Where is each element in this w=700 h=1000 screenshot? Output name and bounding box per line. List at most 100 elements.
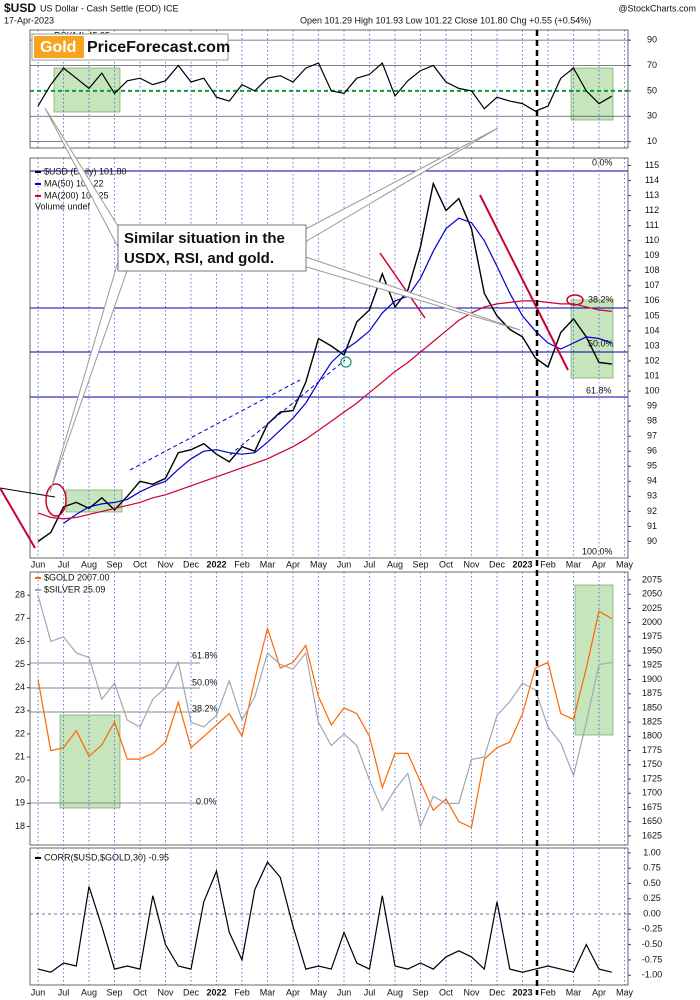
y-tick-label: 103 (644, 340, 659, 350)
x-tick-label: Jul (364, 987, 376, 997)
y-tick-label: 26 (15, 636, 25, 646)
legend-label: CORR($USD,$GOLD,30) -0.95 (44, 852, 169, 862)
x-tick-label: Jun (337, 987, 352, 997)
x-tick-label: Nov (463, 559, 480, 569)
y-tick-label: 18 (15, 821, 25, 831)
x-tick-label: Jun (337, 559, 352, 569)
volume-label: Volume undef (35, 201, 91, 211)
x-tick-label: 2023 (512, 559, 532, 569)
y-tick-label: 0.25 (643, 893, 661, 903)
y2-tick-label: 1900 (642, 674, 662, 684)
y-tick-label: 10 (647, 136, 657, 146)
y-tick-label: 94 (647, 476, 657, 486)
y-tick-label: 109 (644, 250, 659, 260)
y-tick-label: 115 (645, 160, 659, 170)
series-line (63, 217, 612, 524)
fib-label: 50.0% (588, 338, 614, 348)
y-tick-label: 98 (647, 416, 657, 426)
x-tick-label: Oct (439, 559, 454, 569)
y-tick-label: 111 (645, 220, 659, 230)
annotation: USDX, RSI, and gold. (124, 250, 274, 267)
x-tick-label: Apr (592, 987, 606, 997)
x-tick-label: Jul (58, 987, 70, 997)
legend-label: MA(50) 103.22 (44, 178, 104, 188)
x-tick-label: Sep (106, 559, 122, 569)
y-tick-label: 99 (647, 400, 657, 410)
y-tick-label: 21 (15, 751, 25, 761)
x-tick-label: Feb (234, 987, 250, 997)
x-tick-label: Aug (387, 559, 403, 569)
x-tick-label: Jul (58, 559, 70, 569)
y-tick-label: 101 (644, 370, 659, 380)
fib-label: 38.2% (192, 703, 218, 713)
y-tick-label: -0.75 (642, 954, 663, 964)
y-tick-label: 0.75 (643, 863, 661, 873)
y-tick-label: 50 (647, 85, 657, 95)
panel-frame (29, 29, 629, 149)
x-tick-label: Oct (133, 987, 148, 997)
x-tick-label: Jun (31, 559, 46, 569)
y2-tick-label: 1850 (642, 702, 662, 712)
y2-tick-label: 1950 (642, 645, 662, 655)
plot: 1030507090RSI(14) 45.8590919293949596979… (15, 29, 663, 997)
shading (53, 67, 614, 809)
x-tick-label: Mar (566, 559, 582, 569)
legend-label: MA(200) 104.25 (44, 190, 109, 200)
series-line (37, 61, 613, 112)
x-tick-label: Dec (489, 559, 506, 569)
x-tick-label: Apr (286, 987, 300, 997)
legend-label: $SILVER 25.09 (44, 584, 105, 594)
fib-label: 50.0% (192, 677, 218, 687)
x-tick-label: May (310, 987, 328, 997)
y2-tick-label: 2075 (642, 574, 662, 584)
y2-tick-label: 2025 (642, 603, 662, 613)
y-tick-label: 0.50 (643, 878, 661, 888)
y-tick-label: 24 (15, 682, 25, 692)
x-tick-label: May (616, 559, 634, 569)
x-tick-label: Sep (412, 559, 428, 569)
y-tick-label: 1.00 (643, 847, 661, 857)
y2-tick-label: 1925 (642, 660, 662, 670)
y-tick-label: 104 (644, 325, 659, 335)
x-tick-label: 2022 (206, 559, 226, 569)
y2-tick-label: 1750 (642, 759, 662, 769)
y-tick-label: 107 (644, 280, 659, 290)
symbol: $USD (4, 1, 36, 15)
y-tick-label: 90 (647, 35, 657, 45)
y2-tick-label: 1650 (642, 816, 662, 826)
x-tick-label: Dec (183, 987, 200, 997)
y-tick-label: 112 (645, 205, 659, 215)
y-tick-label: 91 (647, 521, 657, 531)
y-tick-label: 92 (647, 506, 657, 516)
series-line (37, 181, 612, 543)
series-line (37, 860, 612, 973)
trend-lines (0, 30, 584, 995)
y-tick-label: 108 (644, 265, 659, 275)
legend-label: $USD (Daily) 101.80 (44, 166, 127, 176)
instrument-name: US Dollar - Cash Settle (EOD) ICE (40, 3, 179, 13)
fib-label: 38.2% (588, 294, 614, 304)
x-tick-label: Nov (157, 987, 174, 997)
date: 17-Apr-2023 (4, 15, 54, 25)
panel-frame (29, 847, 629, 986)
y2-tick-label: 2050 (642, 589, 662, 599)
logo-gold: Gold (40, 39, 76, 56)
x-tick-label: Aug (387, 987, 403, 997)
y-tick-label: 96 (647, 446, 657, 456)
x-tick-label: Sep (412, 987, 428, 997)
quote: Open 101.29 High 101.93 Low 101.22 Close… (300, 15, 591, 25)
x-tick-label: Oct (133, 559, 148, 569)
x-tick-label: Dec (489, 987, 506, 997)
y-tick-label: 25 (15, 659, 25, 669)
y-tick-label: -1.00 (642, 970, 663, 980)
y2-tick-label: 1800 (642, 731, 662, 741)
y-tick-label: 20 (15, 775, 25, 785)
annotation: Similar situation in the (124, 230, 285, 247)
y2-tick-label: 1725 (642, 773, 662, 783)
y-tick-label: 23 (15, 705, 25, 715)
y2-tick-label: 1700 (642, 788, 662, 798)
y-tick-label: 100 (644, 385, 659, 395)
x-tick-label: Aug (81, 987, 97, 997)
y-tick-label: 102 (644, 355, 659, 365)
